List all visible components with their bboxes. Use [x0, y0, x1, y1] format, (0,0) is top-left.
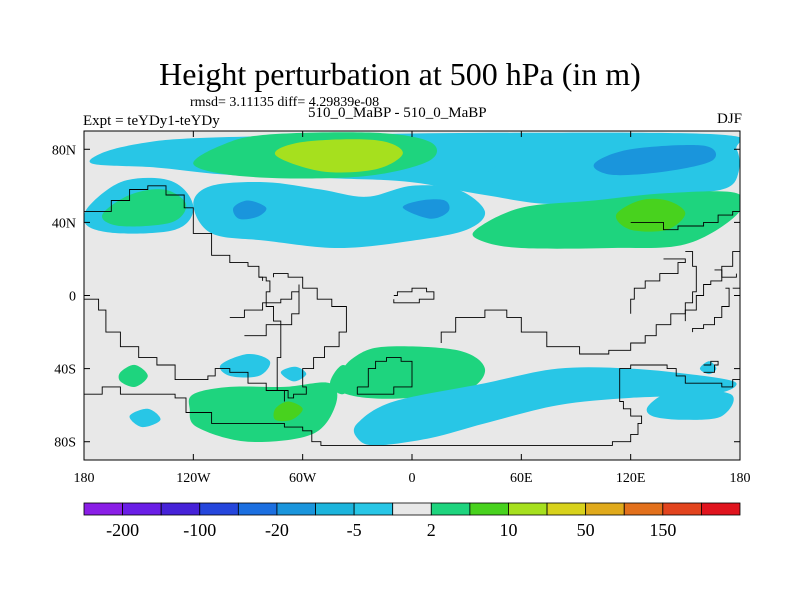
contour-region-west-atlantic-positive	[330, 364, 358, 395]
colorbar-box-13	[585, 502, 625, 516]
chart-title: Height perturbation at 500 hPa (in m)	[159, 56, 641, 92]
y-tick-label-3: 40S	[54, 363, 76, 378]
colorbar-box-11	[508, 502, 548, 516]
coastline-8	[440, 251, 697, 355]
colorbar-label-1: -100	[183, 520, 216, 540]
colorbar-box-12	[546, 502, 587, 516]
contour-region-atlantic-core	[402, 199, 450, 219]
contour-region-south-atlantic-positive	[336, 346, 486, 399]
contour-region-east-pacific-neg-small	[699, 361, 717, 375]
colorbar-box-5	[276, 502, 316, 516]
coastline-10	[703, 360, 719, 373]
colorbar-box-6	[315, 502, 355, 516]
colorbar-box-3	[199, 502, 239, 516]
colorbar-box-0	[83, 502, 123, 516]
coastline-3	[84, 364, 740, 446]
colorbar-label-7: 150	[649, 520, 676, 540]
contour-region-north-america-core	[233, 200, 267, 220]
y-tick-label-4: 80S	[54, 436, 76, 451]
coastline-14	[692, 287, 730, 333]
y-tick-label-0: 80N	[52, 143, 76, 158]
coastline-9	[630, 258, 686, 314]
contour-region-indian-ocean-negative	[646, 389, 734, 420]
colorbar-box-10	[469, 502, 509, 516]
contour-region-small-neg-spot	[280, 366, 307, 382]
colorbar-box-14	[623, 502, 664, 516]
coastline-0	[84, 185, 347, 399]
y-tick-label-1: 40N	[52, 216, 76, 231]
contour-region-asia-inner-positive	[615, 198, 686, 232]
x-tick-label-4: 60E	[510, 471, 533, 486]
comparison-label: 510_0_MaBP - 510_0_MaBP	[308, 105, 487, 121]
colorbar-box-4	[237, 502, 278, 516]
x-tick-label-3: 0	[409, 471, 416, 486]
stats-label: rmsd= 3.11135 diff= 4.29839e-08	[190, 95, 380, 110]
contour-region-arctic-peak	[274, 139, 403, 173]
contour-regions	[84, 132, 740, 446]
axes: 180 120W 60W 0 60E 120E 180 80N 40N 0 40S 80S	[52, 131, 751, 486]
colorbar-label-3: -5	[347, 520, 362, 540]
colorbar-box-16	[701, 502, 741, 516]
coastline-4	[356, 357, 413, 395]
x-tick-label-0: 180	[74, 471, 95, 486]
contour-region-antarctic-negative	[353, 367, 737, 446]
coastline-7	[630, 210, 740, 231]
contour-region-south-pacific-neg-spot	[219, 353, 271, 378]
contour-region-north-pacific-positive	[102, 189, 187, 227]
x-tick-label-2: 60W	[289, 471, 317, 486]
coastlines	[84, 185, 740, 446]
colorbar-label-6: 50	[577, 520, 595, 540]
coastline-6	[393, 287, 435, 304]
colorbar-label-4: 2	[427, 520, 436, 540]
contour-region-south-pacific-spot	[118, 364, 148, 388]
colorbar-box-9	[430, 502, 471, 516]
colorbar: -200 -100 -20 -5 2 10 50 150	[83, 502, 741, 540]
contour-region-south-america-inner	[273, 401, 303, 422]
season-label: DJF	[716, 111, 742, 127]
x-tick-label-5: 120E	[616, 471, 646, 486]
colorbar-label-5: 10	[499, 520, 517, 540]
colorbar-box-2	[160, 502, 201, 516]
coastline-2	[84, 258, 285, 402]
contour-region-siberian-core	[593, 144, 717, 176]
colorbar-label-0: -200	[106, 520, 139, 540]
x-tick-label-6: 180	[730, 471, 751, 486]
coastline-13	[732, 287, 740, 292]
colorbar-label-2: -20	[265, 520, 289, 540]
coastline-1	[258, 276, 264, 281]
contour-region-north-america-trough	[193, 181, 486, 248]
colorbar-box-1	[122, 502, 162, 516]
experiment-label: Expt = teYDy1-teYDy	[83, 113, 220, 129]
colorbar-box-8	[392, 502, 432, 516]
y-tick-label-2: 0	[69, 290, 76, 305]
contour-region-south-pacific-neg-small	[129, 408, 161, 428]
x-tick-label-1: 120W	[176, 471, 211, 486]
colorbar-box-7	[353, 502, 394, 516]
coastline-5	[229, 284, 300, 337]
colorbar-box-15	[662, 502, 702, 516]
coastline-12	[684, 251, 740, 322]
